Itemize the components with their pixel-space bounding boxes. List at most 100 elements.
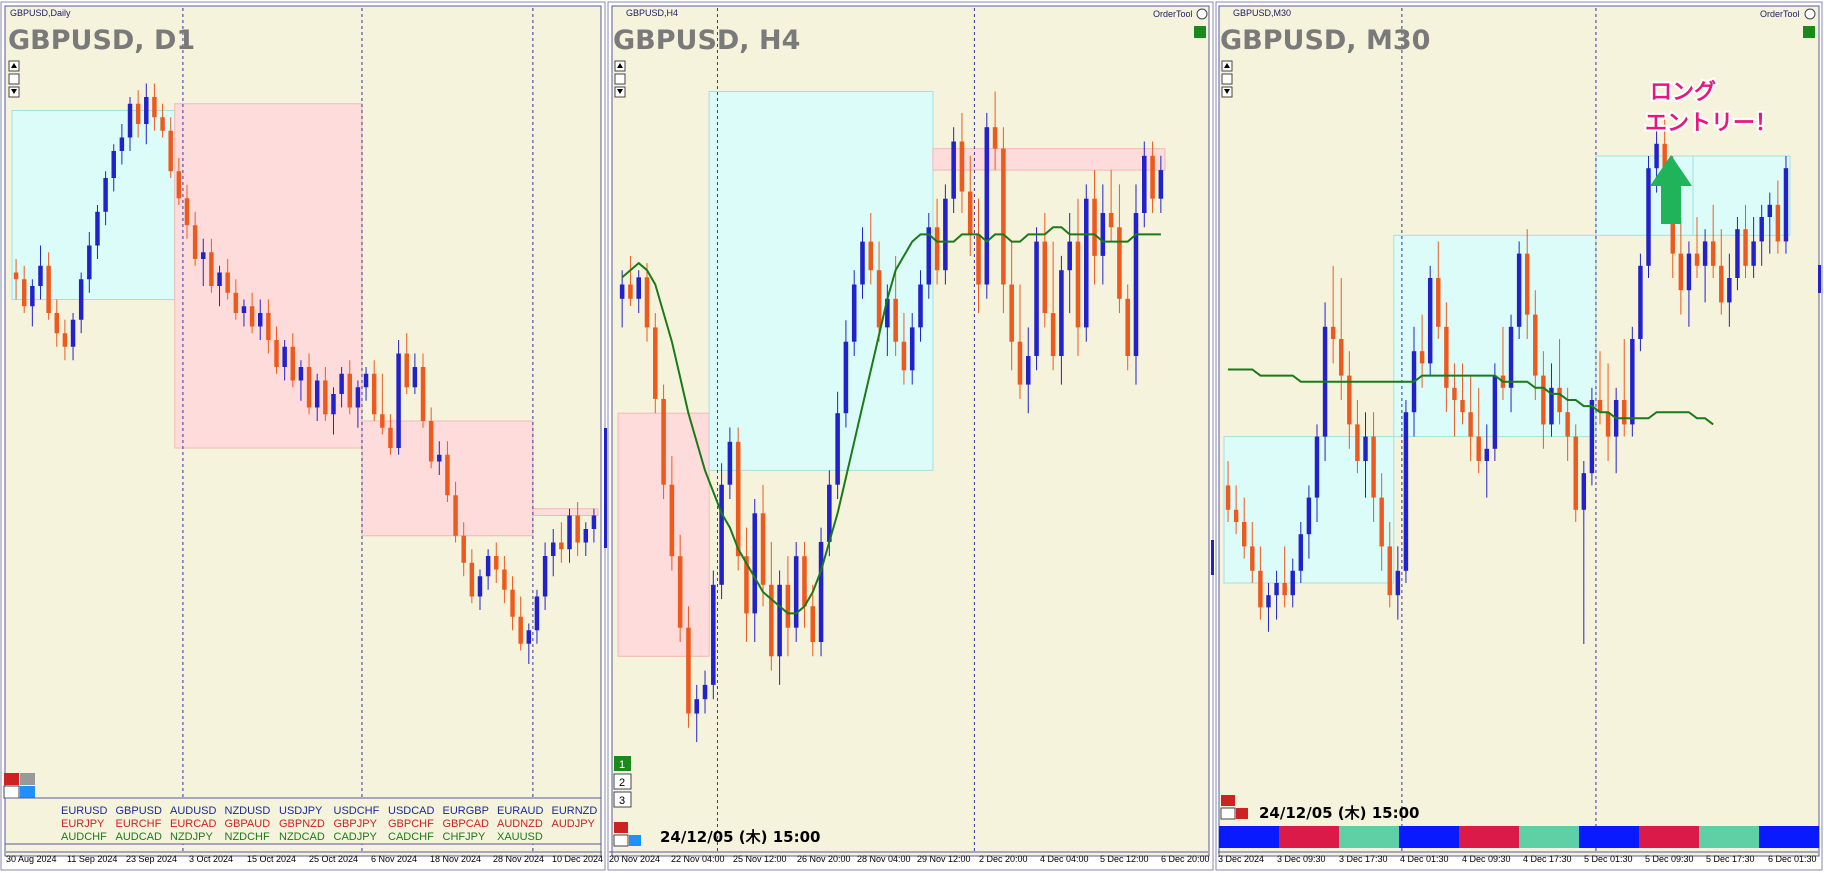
candle <box>453 481 458 543</box>
pair-button-eurcad[interactable]: EURCAD <box>170 818 217 830</box>
pair-button-nzdchf[interactable]: NZDCHF <box>225 831 270 843</box>
candle <box>1630 326 1635 437</box>
pair-button-eurchf[interactable]: EURCHF <box>116 818 162 830</box>
period-separators <box>716 8 975 852</box>
pair-button-gbpcad[interactable]: GBPCAD <box>443 818 490 830</box>
pair-button-audusd[interactable]: AUDUSD <box>170 805 217 817</box>
pair-button-gbpchf[interactable]: GBPCHF <box>388 818 434 830</box>
pair-button-eurnzd[interactable]: EURNZD <box>552 805 598 817</box>
arrow-up-icon[interactable] <box>1224 63 1230 68</box>
chart-panel-d1[interactable]: GBPUSD,Daily GBPUSD, D1 EURUSD GBPUSD AUDU… <box>0 1 606 871</box>
candle <box>1250 522 1255 583</box>
pair-button-euraud[interactable]: EURAUD <box>497 805 544 817</box>
pair-button-eurgbp[interactable]: EURGBP <box>443 805 489 817</box>
pair-selector[interactable]: EURUSD GBPUSD AUDUSD NZDUSD USDJPY USDCHF USDC… <box>61 805 597 843</box>
scroll-buttons[interactable] <box>614 60 626 98</box>
button-1[interactable] <box>614 756 631 771</box>
chart-small-title: GBPUSD,M30 <box>1233 8 1291 18</box>
arrow-down-icon[interactable] <box>11 89 17 94</box>
candle <box>550 529 556 577</box>
candle <box>282 340 287 381</box>
candle <box>1508 314 1514 413</box>
close-button[interactable] <box>1221 795 1235 806</box>
candle <box>1557 339 1562 425</box>
minimize-button[interactable] <box>20 773 35 785</box>
pair-button-xauusd[interactable]: XAUUSD <box>497 831 543 843</box>
candle <box>918 270 923 342</box>
settings-icon[interactable] <box>1236 808 1248 819</box>
pair-button-nzdcad[interactable]: NZDCAD <box>279 831 325 843</box>
pair-button-gbpnzd[interactable]: GBPNZD <box>279 818 325 830</box>
scroll-buttons[interactable] <box>8 60 20 98</box>
candle <box>1017 284 1023 399</box>
candle <box>412 353 418 394</box>
ordertool-label[interactable]: OrderTool <box>1153 9 1193 19</box>
pair-button-nzdjpy[interactable]: NZDJPY <box>170 831 213 843</box>
pair-button-usdjpy[interactable]: USDJPY <box>279 805 323 817</box>
pair-button-usdchf[interactable]: USDCHF <box>334 805 380 817</box>
pair-button-gbpusd[interactable]: GBPUSD <box>116 805 163 817</box>
candle <box>1298 522 1304 583</box>
ordertool-label[interactable]: OrderTool <box>1760 9 1800 19</box>
tool-icon[interactable] <box>613 834 629 847</box>
pair-button-audchf[interactable]: AUDCHF <box>61 831 107 843</box>
candle <box>1427 265 1433 376</box>
strength-segment-green <box>1519 826 1579 848</box>
pair-button-cadjpy[interactable]: CADJPY <box>334 831 378 843</box>
pair-button-eurjpy[interactable]: EURJPY <box>61 818 105 830</box>
candle <box>184 184 190 239</box>
candle <box>290 333 296 388</box>
pair-button-audcad[interactable]: AUDCAD <box>116 831 163 843</box>
candle <box>619 270 625 328</box>
candle <box>1125 284 1130 371</box>
candle <box>744 527 749 642</box>
arrow-down-icon[interactable] <box>617 89 623 94</box>
ordertool-face-icon[interactable] <box>1196 8 1208 20</box>
pair-button-eurusd[interactable]: EURUSD <box>61 805 108 817</box>
yen-icon[interactable] <box>1803 26 1815 38</box>
x-tick-label: 6 Nov 2024 <box>371 854 417 864</box>
tool-icon[interactable] <box>3 785 20 799</box>
candle <box>355 380 361 428</box>
pair-button-chfjpy[interactable]: CHFJPY <box>443 831 486 843</box>
arrow-up-icon[interactable] <box>11 63 17 68</box>
button-3[interactable] <box>613 791 632 808</box>
close-button[interactable] <box>614 822 628 833</box>
arrow-down-icon[interactable] <box>1224 89 1230 94</box>
candle <box>274 326 279 374</box>
svg-text:2: 2 <box>619 777 625 789</box>
scroll-buttons[interactable] <box>1221 60 1233 98</box>
settings-icon[interactable] <box>20 786 35 798</box>
ordertool-face-icon[interactable] <box>1804 8 1816 20</box>
chart-panel-h4[interactable]: GBPUSD,H4 OrderTool GBPUSD, H4 1 2 3 24/… <box>607 1 1214 871</box>
pair-button-audjpy[interactable]: AUDJPY <box>552 818 596 830</box>
x-tick-label: 3 Dec 2024 <box>1218 854 1264 864</box>
chart-panel-m30[interactable]: GBPUSD,M30 OrderTool GBPUSD, M30 ロング エント… <box>1215 1 1823 871</box>
candle <box>437 441 442 475</box>
button-2[interactable] <box>613 773 632 790</box>
settings-icon[interactable] <box>629 835 641 846</box>
numbered-buttons[interactable]: 1 2 3 <box>613 756 632 808</box>
tool-icon[interactable] <box>1220 807 1236 820</box>
x-tick-label: 30 Aug 2024 <box>6 854 57 864</box>
candle <box>21 265 27 313</box>
pair-button-nzdusd[interactable]: NZDUSD <box>225 805 271 817</box>
pair-button-usdcad[interactable]: USDCAD <box>388 805 435 817</box>
close-button[interactable] <box>4 773 19 785</box>
candle <box>1589 387 1595 486</box>
yen-icon[interactable] <box>1194 26 1206 38</box>
pair-button-audnzd[interactable]: AUDNZD <box>497 818 543 830</box>
candle <box>860 227 865 299</box>
zone-box-red <box>174 103 363 449</box>
chart-small-title: GBPUSD,H4 <box>626 8 678 18</box>
candle <box>1108 170 1114 242</box>
pair-button-cadchf[interactable]: CADCHF <box>388 831 434 843</box>
candle <box>1314 424 1320 522</box>
x-tick-label: 5 Dec 01:30 <box>1584 854 1633 864</box>
candle <box>1233 485 1239 535</box>
pair-button-gbpjpy[interactable]: GBPJPY <box>334 818 378 830</box>
x-tick-label: 23 Sep 2024 <box>126 854 177 864</box>
pair-button-gbpaud[interactable]: GBPAUD <box>225 818 271 830</box>
arrow-up-icon[interactable] <box>617 63 623 68</box>
candle <box>1767 192 1773 254</box>
